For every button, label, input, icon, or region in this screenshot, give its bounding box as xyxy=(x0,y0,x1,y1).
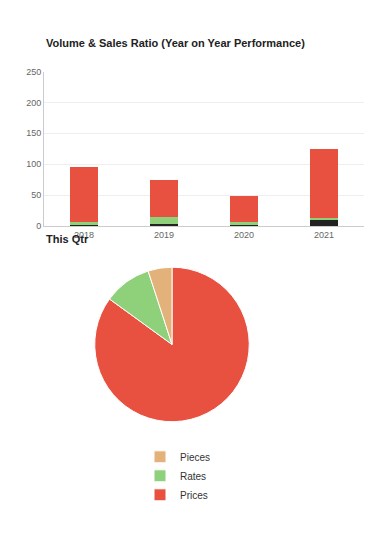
svg-text:0: 0 xyxy=(36,221,41,231)
svg-text:50: 50 xyxy=(31,190,41,200)
svg-text:150: 150 xyxy=(26,128,41,138)
svg-text:2020: 2020 xyxy=(234,230,254,240)
svg-text:2019: 2019 xyxy=(154,230,174,240)
svg-text:250: 250 xyxy=(26,67,41,77)
svg-text:200: 200 xyxy=(26,98,41,108)
svg-text:Rates: Rates xyxy=(180,471,206,482)
svg-text:Volume & Sales Ratio (Year on: Volume & Sales Ratio (Year on Year Perfo… xyxy=(46,37,305,49)
svg-text:Pieces: Pieces xyxy=(180,452,210,463)
svg-text:This Qtr: This Qtr xyxy=(46,233,89,245)
svg-text:2018: 2018 xyxy=(74,230,94,240)
svg-text:Prices: Prices xyxy=(180,490,208,501)
svg-text:100: 100 xyxy=(26,159,41,169)
svg-text:2021: 2021 xyxy=(314,230,334,240)
